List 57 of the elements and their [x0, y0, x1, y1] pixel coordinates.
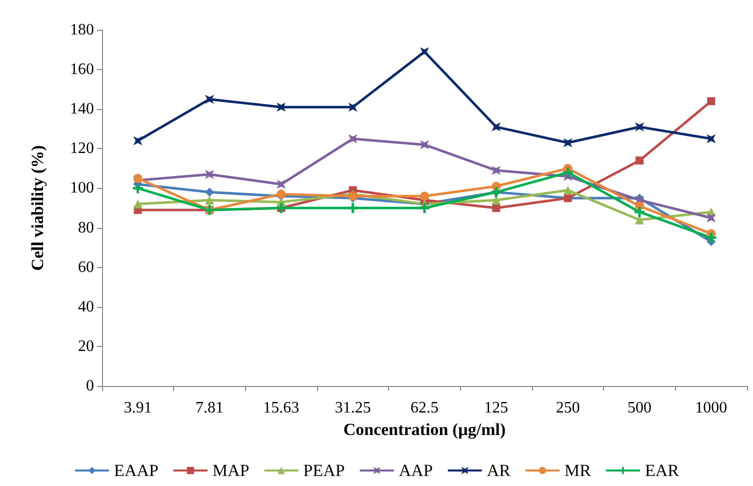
point [492, 122, 501, 132]
point [420, 47, 429, 56]
point [635, 122, 644, 132]
y-tick-label: 80 [78, 219, 94, 236]
x-tick-label: 62.5 [410, 400, 438, 416]
x-axis-title: Concentration (µg/ml) [343, 420, 506, 439]
legend-label: AAP [398, 461, 433, 480]
x-tick-label: 3.91 [124, 400, 152, 416]
y-tick-label: 160 [70, 61, 94, 78]
x-tick-label: 500 [628, 400, 652, 416]
point [563, 186, 572, 195]
legend-label: EAR [644, 461, 680, 480]
legend-label: PEAP [303, 461, 345, 480]
point [492, 204, 500, 212]
point [205, 188, 214, 197]
y-axis-title: Cell viability (%) [28, 145, 47, 271]
y-tick-label: 20 [78, 338, 94, 355]
point [420, 203, 430, 213]
x-tick-label: 125 [484, 400, 508, 416]
point [205, 170, 214, 179]
legend-label: AR [486, 461, 512, 480]
point [636, 156, 644, 165]
point [707, 97, 716, 106]
point [348, 102, 358, 112]
x-tick-label: 1000 [695, 400, 728, 416]
point [706, 232, 716, 243]
point [348, 203, 358, 213]
point [706, 134, 716, 144]
point [420, 140, 429, 150]
point [634, 206, 644, 217]
y-tick-label: 0 [86, 378, 94, 394]
legend-label: MAP [212, 461, 250, 480]
y-tick-label: 140 [70, 100, 94, 118]
y-tick-label: 180 [70, 22, 94, 38]
point [492, 166, 501, 175]
point [132, 183, 143, 194]
point [420, 192, 429, 201]
legend-label: EAAP [114, 461, 158, 480]
y-tick-label: 120 [70, 140, 94, 158]
point [133, 136, 142, 146]
point [205, 196, 214, 205]
x-tick-label: 15.63 [263, 400, 300, 416]
point [133, 200, 142, 209]
point [563, 138, 572, 148]
point [276, 102, 286, 112]
point [205, 94, 214, 104]
point [562, 167, 573, 178]
x-tick-label: 31.25 [334, 400, 371, 416]
x-tick-label: 250 [556, 400, 580, 416]
point [348, 134, 358, 144]
y-tick-label: 60 [78, 258, 94, 276]
y-tick-label: 40 [78, 298, 94, 316]
y-tick-label: 100 [70, 180, 94, 197]
x-tick-label: 7.81 [196, 400, 224, 416]
point [706, 213, 716, 222]
point [276, 180, 286, 189]
legend-label: MR [564, 461, 592, 480]
